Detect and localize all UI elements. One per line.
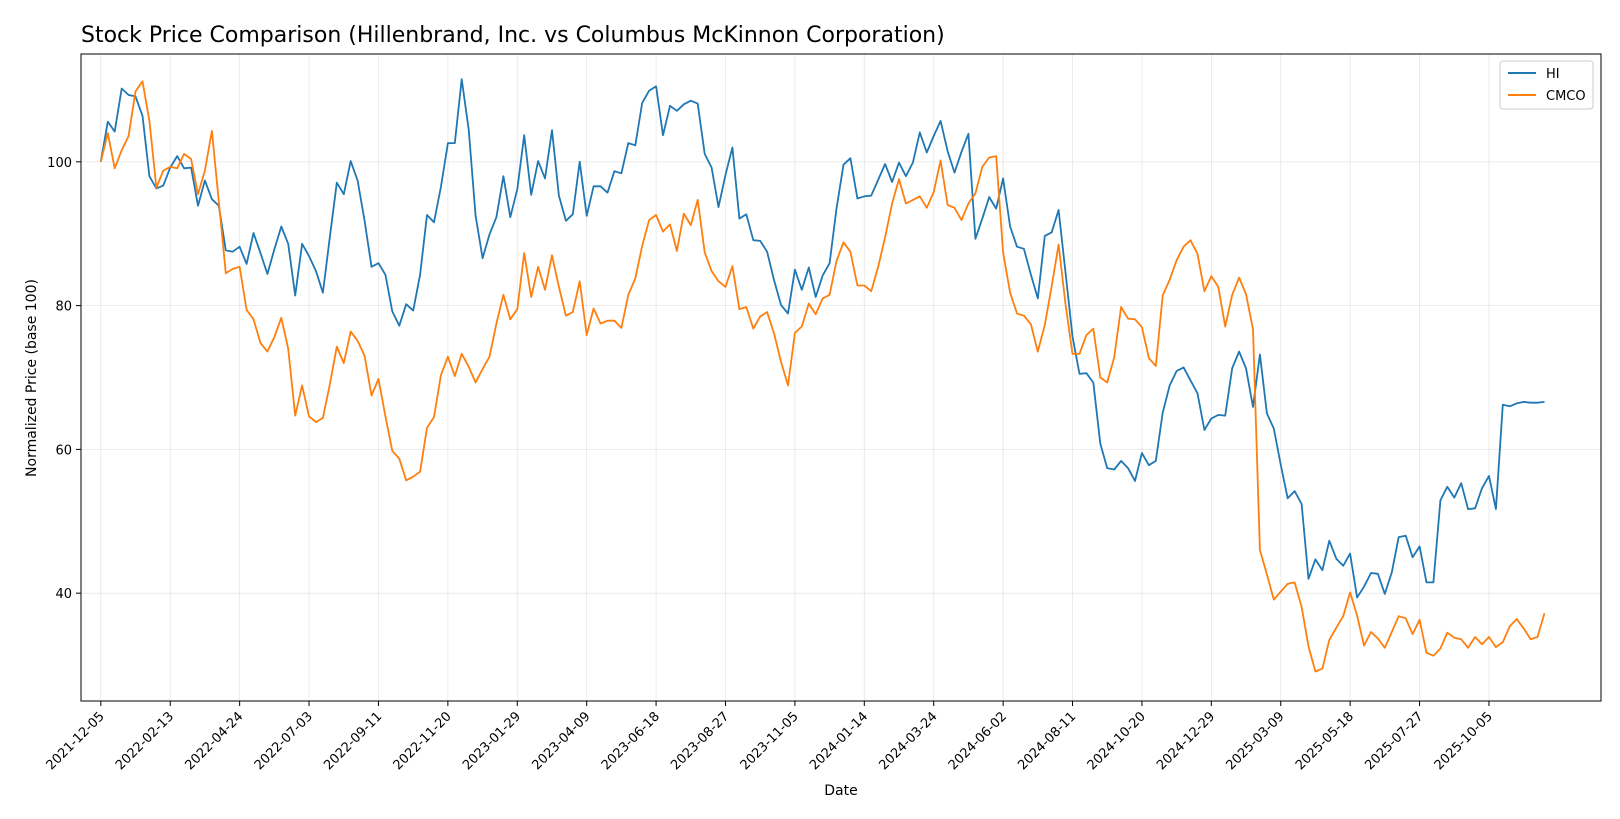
x-tick-label: 2022-11-20 [391, 709, 455, 773]
x-tick-label: 2024-08-11 [1015, 709, 1079, 773]
x-tick-label: 2022-02-13 [113, 709, 177, 773]
x-tick-label: 2021-12-05 [44, 709, 108, 773]
x-tick-label: 2025-05-18 [1293, 709, 1357, 773]
y-tick-label: 80 [55, 300, 72, 315]
chart-title: Stock Price Comparison (Hillenbrand, Inc… [81, 23, 945, 48]
x-tick-label: 2024-01-14 [807, 709, 871, 773]
x-tick-label: 2023-01-29 [460, 709, 524, 773]
x-tick-label: 2022-09-11 [321, 709, 385, 773]
y-tick-label: 60 [55, 443, 72, 458]
y-tick-label: 40 [55, 587, 72, 602]
x-tick-label: 2024-10-20 [1085, 709, 1149, 773]
series-layer [99, 78, 1546, 673]
legend-label-hi: HI [1546, 67, 1560, 82]
x-tick-label: 2024-12-29 [1154, 709, 1218, 773]
x-tick-label: 2024-06-02 [946, 709, 1010, 773]
x-axis: 2021-12-05 2022-02-13 2022-04-24 2022-07-03… [44, 701, 1496, 773]
x-tick-label: 2023-06-18 [599, 709, 663, 773]
x-tick-label: 2025-07-27 [1362, 709, 1426, 773]
y-tick-label: 100 [47, 156, 72, 171]
x-tick-label: 2023-04-09 [529, 709, 593, 773]
grid-layer [81, 54, 1601, 701]
x-tick-label: 2023-08-27 [668, 709, 732, 773]
x-tick-label: 2024-03-24 [876, 709, 940, 773]
x-tick-label: 2022-07-03 [252, 709, 316, 773]
x-tick-label: 2022-04-24 [182, 709, 246, 773]
y-axis-label: Normalized Price (base 100) [24, 279, 40, 477]
legend-label-cmco: CMCO [1546, 89, 1586, 104]
x-tick-label: 2025-10-05 [1432, 709, 1496, 773]
series-line-cmco [99, 80, 1546, 673]
x-tick-label: 2023-11-05 [738, 709, 802, 773]
x-axis-label: Date [824, 783, 857, 799]
series-line-hi [99, 78, 1545, 599]
legend: HI CMCO [1499, 60, 1594, 110]
y-axis: 40 60 80 100 [47, 156, 81, 602]
plot-frame [80, 53, 1602, 702]
x-tick-label: 2025-03-09 [1224, 709, 1288, 773]
